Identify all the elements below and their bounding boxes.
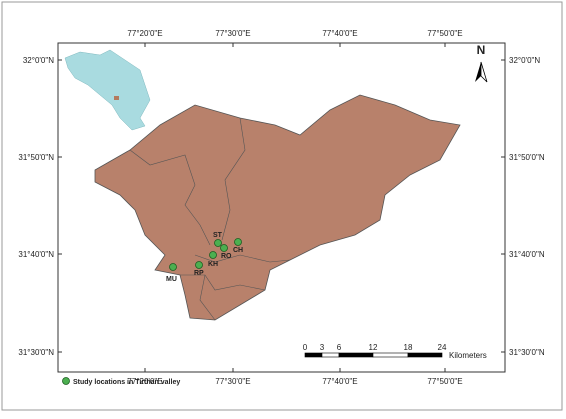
scale-label: 24: [438, 343, 447, 352]
scale-segment: [372, 352, 409, 358]
scale-segment: [407, 352, 443, 358]
site-marker: [220, 244, 228, 252]
site-label: MU: [166, 276, 177, 283]
site-label: RP: [194, 270, 204, 277]
lat-label: 31°30'0"N: [509, 348, 545, 357]
lon-label: 77°40'0"E: [322, 377, 357, 386]
site-marker: [214, 239, 222, 247]
lon-label: 77°40'0"E: [322, 29, 357, 38]
lat-label: 31°40'0"N: [18, 250, 54, 259]
lon-label: 77°30'0"E: [215, 29, 250, 38]
region: [94, 94, 461, 321]
scale-label: 0: [303, 343, 308, 352]
scale-label: 3: [320, 343, 325, 352]
site-marker: [234, 238, 242, 246]
scale-label: 12: [369, 343, 378, 352]
lon-label: 77°50'0"E: [427, 29, 462, 38]
north-arrow: N: [475, 43, 488, 83]
lat-label: 31°50'0"N: [509, 153, 545, 162]
north-label: N: [477, 43, 486, 57]
scale-label: 6: [337, 343, 342, 352]
scale-segment: [338, 352, 374, 358]
site-marker: [169, 263, 177, 271]
scale-segment: [321, 352, 340, 358]
legend-label: Study locations in Tirthan valley: [73, 379, 180, 386]
inset-locator: [114, 96, 119, 100]
site-marker: [195, 261, 203, 269]
lat-label: 31°50'0"N: [18, 153, 54, 162]
arrow-half: [480, 61, 488, 83]
lat-label: 31°40'0"N: [509, 250, 545, 259]
lon-label: 77°20'0"E: [127, 377, 162, 386]
scale-unit: Kilometers: [449, 351, 487, 360]
site-label: CH: [233, 247, 243, 254]
site-label: KH: [208, 261, 218, 268]
graticule-ticks: 77°20'0"E 77°20'0"E 77°30'0"E 77°30'0"E 77°4…: [18, 29, 544, 386]
inset-region: [64, 49, 151, 131]
lon-label: 77°30'0"E: [215, 377, 250, 386]
lon-label: 77°20'0"E: [127, 29, 162, 38]
lat-label: 32°0'0"N: [509, 56, 540, 65]
sub-boundary: [129, 117, 291, 321]
scale-label: 18: [404, 343, 413, 352]
legend-symbol: [62, 377, 70, 385]
site-label: RO: [221, 253, 232, 260]
arrow-half: [475, 62, 481, 82]
lat-label: 32°0'0"N: [23, 56, 54, 65]
lon-label: 77°50'0"E: [427, 377, 462, 386]
site-marker: [209, 251, 217, 259]
scale-segment: [304, 352, 323, 358]
site-label: ST: [213, 232, 223, 239]
lat-label: 31°30'0"N: [18, 348, 54, 357]
